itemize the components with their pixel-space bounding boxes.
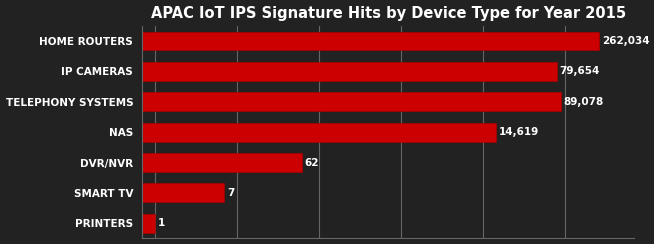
Bar	[0, 153, 302, 172]
Bar	[0, 123, 496, 142]
Text: 79,654: 79,654	[559, 66, 600, 76]
Bar	[0, 183, 224, 202]
Text: 62: 62	[305, 158, 319, 168]
Bar	[0, 92, 560, 111]
Bar	[0, 32, 599, 51]
Text: 1: 1	[158, 218, 165, 228]
Text: 89,078: 89,078	[563, 97, 604, 107]
Bar	[0, 214, 155, 233]
Bar	[0, 62, 557, 81]
Text: 262,034: 262,034	[602, 36, 649, 46]
Title: APAC IoT IPS Signature Hits by Device Type for Year 2015: APAC IoT IPS Signature Hits by Device Ty…	[150, 6, 626, 20]
Text: 7: 7	[227, 188, 234, 198]
Text: 14,619: 14,619	[499, 127, 540, 137]
